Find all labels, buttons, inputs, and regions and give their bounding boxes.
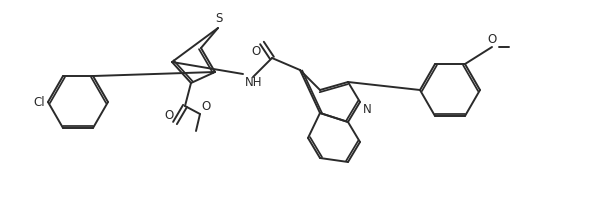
Text: Cl: Cl (33, 96, 45, 109)
Text: N: N (363, 103, 372, 116)
Text: O: O (252, 45, 261, 58)
Text: S: S (215, 12, 223, 25)
Text: NH: NH (245, 76, 263, 89)
Text: O: O (487, 33, 497, 46)
Text: O: O (201, 100, 210, 113)
Text: O: O (165, 109, 174, 122)
